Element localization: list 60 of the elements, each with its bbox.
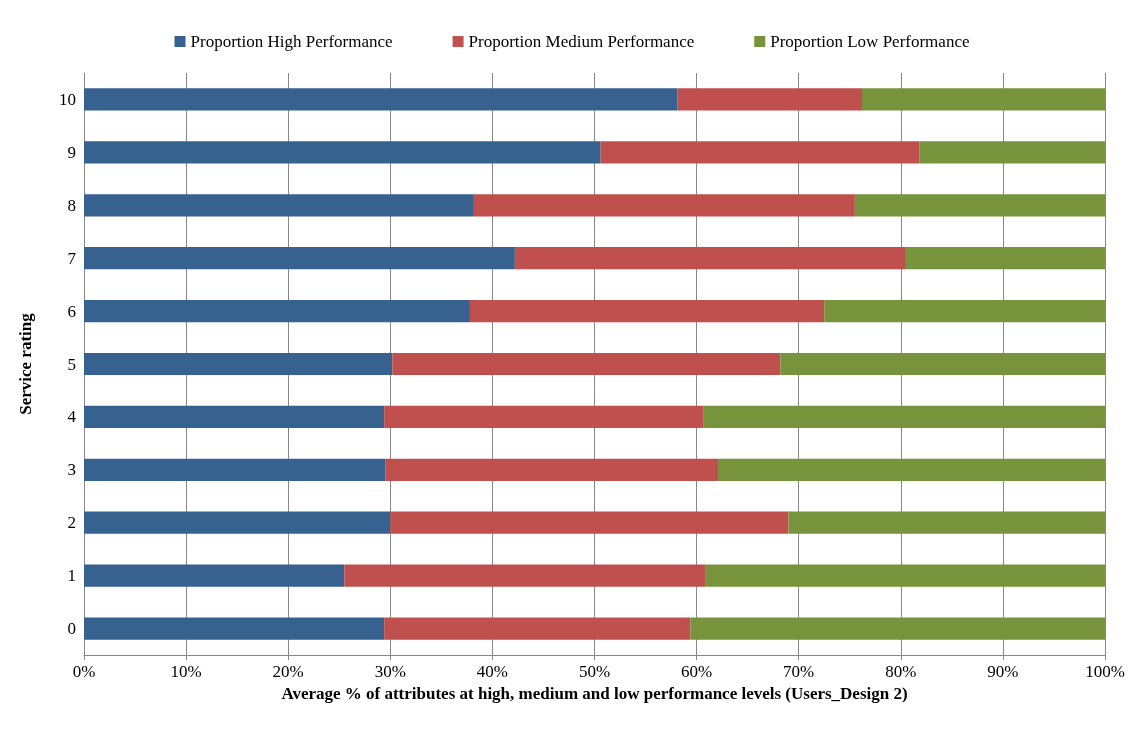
bar	[600, 141, 920, 164]
y-tick-label: 3	[67, 460, 76, 480]
legend-label: Proportion Low Performance	[770, 32, 970, 51]
y-tick-label: 2	[67, 513, 76, 533]
y-tick-label: 8	[67, 195, 76, 215]
y-tick-label: 9	[67, 142, 76, 162]
bar	[84, 352, 393, 376]
bar	[919, 141, 1105, 164]
x-axis-title: Average % of attributes at high, medium and low performance levels (Users_Design 2)	[281, 684, 908, 703]
bar	[84, 247, 515, 270]
y-tick-label: 5	[67, 354, 76, 374]
x-tick-label: 50%	[578, 662, 611, 681]
y-tick-label: 0	[67, 619, 76, 639]
bar	[384, 617, 691, 640]
x-tick-label: 80%	[885, 662, 917, 681]
bar	[780, 352, 1105, 376]
bar	[84, 194, 473, 217]
x-tick-label: 60%	[681, 662, 713, 681]
bar	[84, 511, 391, 534]
bar	[862, 88, 1105, 111]
bar	[392, 352, 781, 376]
bar	[84, 88, 678, 111]
x-tick-label: 10%	[170, 662, 202, 681]
bar	[84, 299, 470, 323]
x-tick-label: 20%	[272, 662, 304, 681]
y-tick-label: 1	[67, 566, 76, 586]
bar	[705, 564, 1105, 587]
bar	[690, 617, 1105, 640]
x-tick-label: 70%	[783, 662, 815, 681]
x-tick-label: 30%	[374, 662, 406, 681]
bar	[84, 141, 601, 164]
x-tick-label: 40%	[476, 662, 508, 681]
bar	[473, 194, 855, 217]
bar	[703, 405, 1105, 429]
x-tick-label: 100%	[1085, 662, 1125, 681]
y-tick-label: 6	[67, 301, 76, 321]
bar	[854, 194, 1105, 217]
bar	[469, 299, 825, 323]
bar	[514, 247, 906, 270]
y-axis-title: Service rating	[16, 312, 35, 415]
bar	[824, 299, 1105, 323]
bar	[384, 405, 704, 429]
legend-label: Proportion Medium Performance	[468, 32, 695, 51]
bar	[390, 511, 789, 534]
bar	[385, 458, 719, 481]
y-tick-label: 4	[67, 407, 77, 427]
bar	[84, 458, 386, 481]
bar	[905, 247, 1105, 270]
x-tick-label: 0%	[72, 662, 96, 681]
bar	[718, 458, 1105, 481]
bar	[84, 564, 345, 587]
x-tick-label: 90%	[987, 662, 1019, 681]
bar	[677, 88, 862, 111]
legend-label: Proportion High Performance	[190, 32, 393, 51]
bar	[84, 617, 385, 640]
bar	[788, 511, 1105, 534]
y-tick-label: 10	[59, 89, 76, 109]
bar	[344, 564, 706, 587]
bar	[84, 405, 385, 429]
y-tick-label: 7	[67, 248, 77, 268]
